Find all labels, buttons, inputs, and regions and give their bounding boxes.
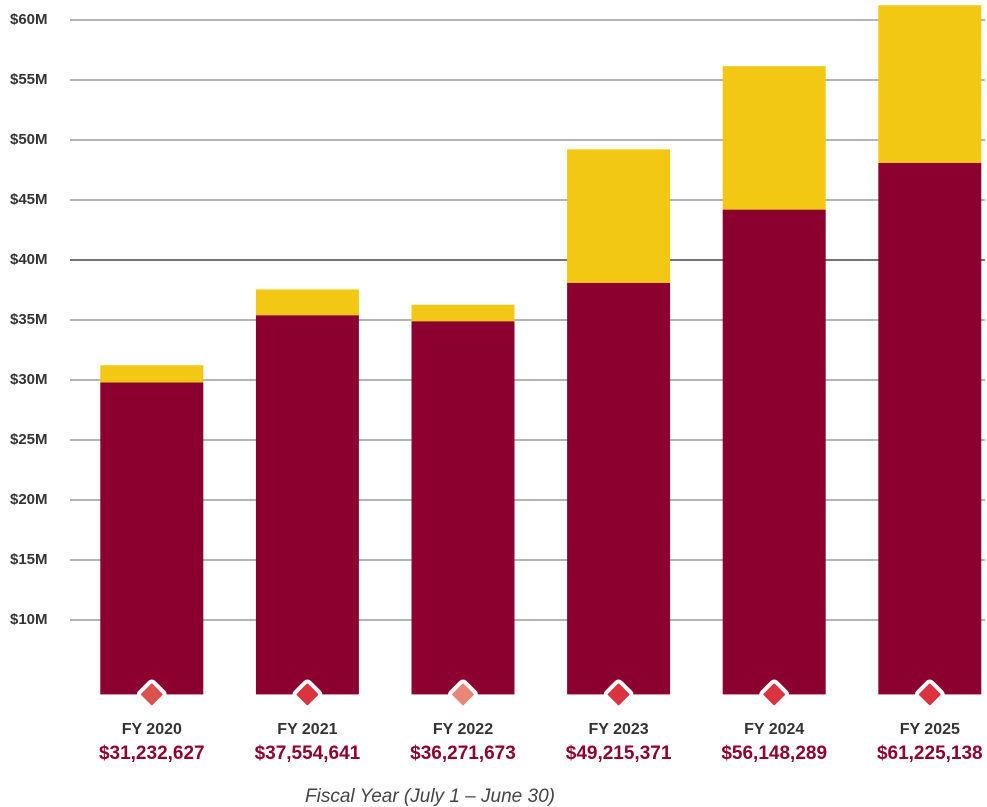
y-tick-label: $45M [10, 191, 48, 208]
total-label: $37,554,641 [255, 743, 361, 764]
x-tick-label: FY 2020 [122, 721, 182, 738]
diamond-icon [136, 679, 167, 710]
bar-segment [878, 162, 982, 695]
y-tick-label: $20M [10, 491, 48, 508]
bar-segment [411, 304, 515, 322]
x-tick-label: FY 2023 [588, 721, 648, 738]
bar-segment [878, 5, 982, 163]
y-tick-label: $60M [10, 11, 48, 28]
bar-segment [100, 365, 204, 383]
total-label: $61,225,138 [877, 743, 983, 764]
x-axis-label: Fiscal Year (July 1 – June 30) [305, 786, 555, 807]
bar-segment [722, 66, 826, 210]
diamond-icon [759, 679, 790, 710]
bar-segment [722, 209, 826, 695]
bar-segment [255, 289, 359, 316]
x-tick-label: FY 2021 [277, 721, 337, 738]
diamond-icon [603, 679, 634, 710]
y-tick-label: $50M [10, 131, 48, 148]
diamond-icon [292, 679, 323, 710]
y-tick-label: $55M [10, 71, 48, 88]
x-tick-label: FY 2022 [433, 721, 493, 738]
y-tick-label: $40M [10, 251, 48, 268]
y-tick-label: $30M [10, 371, 48, 388]
bar-segment [255, 315, 359, 695]
y-tick-label: $35M [10, 311, 48, 328]
diamond-icon [448, 679, 478, 710]
y-tick-label: $10M [10, 611, 48, 628]
bar-segment [567, 282, 671, 695]
total-label: $49,215,371 [566, 743, 672, 764]
bar-segment [100, 382, 204, 695]
x-tick-label: FY 2024 [744, 721, 804, 738]
bar-segment [567, 149, 671, 283]
y-tick-label: $15M [10, 551, 48, 568]
total-label: $31,232,627 [99, 743, 205, 764]
x-tick-label: FY 2025 [900, 721, 960, 738]
total-label: $56,148,289 [721, 743, 827, 764]
diamond-icon [914, 679, 945, 710]
total-label: $36,271,673 [410, 743, 516, 764]
y-tick-label: $25M [10, 431, 48, 448]
bar-segment [411, 321, 515, 695]
